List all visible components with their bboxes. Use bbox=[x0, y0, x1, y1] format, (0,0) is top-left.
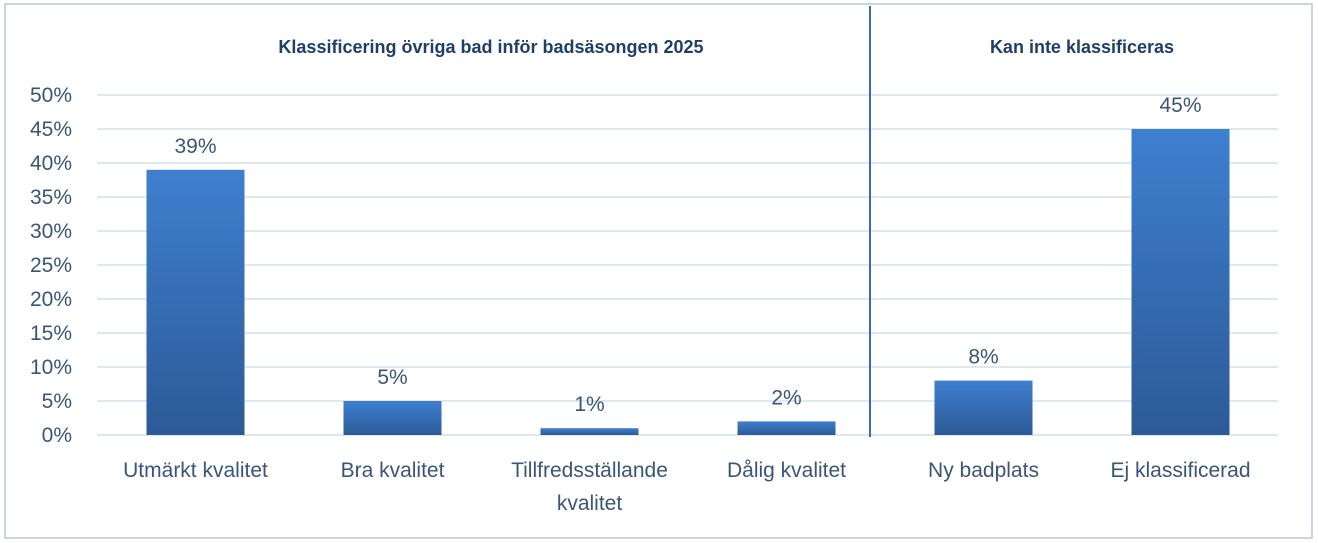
data-label: 2% bbox=[771, 386, 801, 409]
data-label: 5% bbox=[377, 366, 407, 389]
y-tick-label: 40% bbox=[30, 152, 72, 175]
category-labels: Utmärkt kvalitet Bra kvalitet Tillfredsstä… bbox=[123, 459, 1250, 515]
bar bbox=[146, 169, 245, 436]
y-tick-label: 35% bbox=[30, 186, 72, 209]
y-tick-label: 45% bbox=[30, 118, 72, 141]
data-label: 1% bbox=[574, 393, 604, 416]
y-tick-label: 30% bbox=[30, 220, 72, 243]
data-label: 8% bbox=[968, 346, 998, 369]
group-titles: Klassificering övriga bad inför badsäson… bbox=[278, 37, 1174, 57]
category-label: Ej klassificerad bbox=[1110, 459, 1250, 482]
data-label: 45% bbox=[1159, 94, 1201, 117]
y-axis-tick-labels: 0% 5% 10% 15% 20% 25% 30% 35% 40% 45% 50% bbox=[30, 84, 72, 447]
bar bbox=[934, 380, 1033, 435]
group-title: Klassificering övriga bad inför badsäson… bbox=[278, 37, 703, 57]
data-labels: 39% 5% 1% 2% 8% 45% bbox=[174, 94, 1201, 416]
bar bbox=[540, 428, 639, 435]
category-label: Tillfredsställande kvalitet bbox=[511, 459, 668, 515]
group-title: Kan inte klassificeras bbox=[990, 37, 1174, 57]
category-label: Utmärkt kvalitet bbox=[123, 459, 268, 482]
y-tick-label: 10% bbox=[30, 356, 72, 379]
y-tick-label: 25% bbox=[30, 254, 72, 277]
category-label: Dålig kvalitet bbox=[727, 459, 846, 482]
bar bbox=[737, 421, 836, 435]
category-label: Ny badplats bbox=[928, 459, 1039, 482]
gridlines bbox=[97, 94, 1278, 436]
bar bbox=[1131, 129, 1230, 435]
y-tick-label: 50% bbox=[30, 84, 72, 107]
data-label: 39% bbox=[174, 135, 216, 158]
y-tick-label: 0% bbox=[42, 424, 72, 447]
bars bbox=[146, 129, 1230, 436]
y-tick-label: 5% bbox=[42, 390, 72, 413]
category-label: Bra kvalitet bbox=[341, 459, 445, 482]
y-tick-label: 20% bbox=[30, 288, 72, 311]
y-tick-label: 15% bbox=[30, 322, 72, 345]
bar bbox=[343, 401, 442, 435]
